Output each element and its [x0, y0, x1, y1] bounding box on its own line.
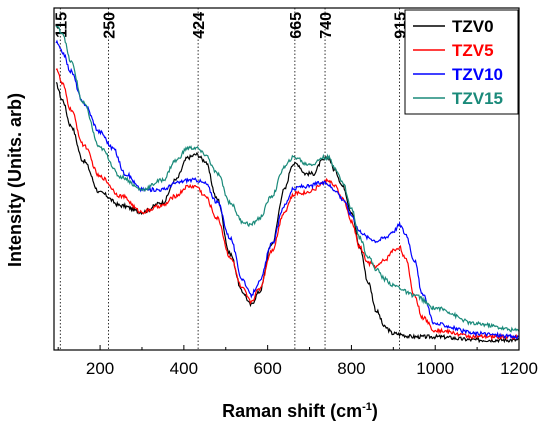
legend: TZV0 TZV5 TZV10 TZV15	[404, 9, 519, 115]
peak-label-424: 424	[191, 12, 208, 39]
peak-label-250: 250	[101, 12, 118, 39]
x-tick-label-600: 600	[253, 359, 281, 378]
x-tick-label-800: 800	[337, 359, 365, 378]
legend-label-tzv0: TZV0	[452, 17, 494, 36]
x-tick-label-1200: 1200	[500, 359, 538, 378]
legend-label-tzv15: TZV15	[452, 89, 503, 108]
legend-label-tzv10: TZV10	[452, 65, 503, 84]
peak-label-740: 740	[318, 12, 335, 39]
series-line-tzv5	[55, 68, 519, 341]
x-tick-label-1000: 1000	[416, 359, 454, 378]
legend-label-tzv5: TZV5	[452, 41, 494, 60]
legend-box	[404, 9, 519, 115]
series-line-tzv0	[55, 82, 519, 344]
plot-frame	[53, 7, 520, 351]
peak-label-665: 665	[288, 12, 305, 39]
x-axis-label: Raman shift (cm-1)	[222, 401, 378, 421]
y-axis-label: Intensity (Units. arb)	[5, 93, 25, 267]
peak-label-115: 115	[53, 12, 70, 38]
series-line-tzv10	[55, 39, 519, 340]
series-line-tzv15	[55, 25, 519, 333]
x-tick-label-200: 200	[86, 359, 114, 378]
x-tick-label-400: 400	[170, 359, 198, 378]
axes: 200 400 600 800 1000 1200	[53, 7, 538, 378]
